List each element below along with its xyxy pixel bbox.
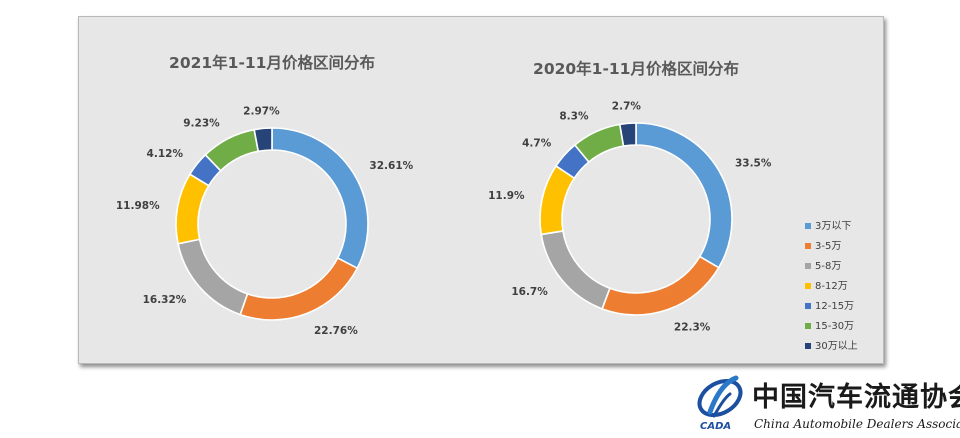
legend-swatch [805, 343, 811, 349]
legend-label: 5-8万 [815, 261, 841, 272]
legend-label: 8-12万 [815, 281, 848, 292]
legend-swatch [805, 223, 811, 229]
data-label-2021-7: 2.97% [243, 105, 280, 117]
legend-swatch [805, 263, 811, 269]
donut-slice-2020-4 [539, 164, 576, 236]
donut-slice-2021-1 [271, 127, 369, 270]
data-label-2020-2: 22.3% [674, 322, 711, 334]
logo-name-cn: 中国汽车流通协会 [752, 381, 960, 413]
donut-slice-2020-3 [540, 229, 611, 310]
data-label-2021-4: 11.98% [116, 200, 160, 212]
data-label-2021-6: 9.23% [183, 118, 220, 130]
legend-label: 30万以上 [815, 340, 858, 352]
cada-logo: CADA 中国汽车流通协会 China Automobile Dealers A… [697, 375, 960, 432]
data-label-2020-4: 11.9% [488, 190, 525, 202]
data-label-2021-3: 16.32% [143, 294, 187, 306]
donut-slice-2021-7 [253, 127, 273, 153]
legend-item-2: 3-5万 [805, 241, 841, 252]
donut-slice-2020-2 [601, 255, 720, 316]
donut-slice-2020-1 [635, 122, 733, 269]
data-label-2020-1: 33.5% [735, 157, 772, 169]
legend-item-1: 3万以下 [805, 221, 851, 232]
legend-item-6: 15-30万 [805, 321, 854, 332]
donut-slice-2021-4 [175, 173, 210, 245]
legend-label: 12-15万 [815, 301, 854, 312]
legend-item-5: 12-15万 [805, 301, 854, 312]
legend-swatch [805, 283, 811, 289]
data-label-2021-1: 32.61% [369, 160, 413, 172]
cada-emblem-icon [697, 375, 743, 418]
logo-name-en: China Automobile Dealers Association [754, 417, 960, 431]
legend-swatch [805, 323, 811, 329]
data-label-2020-5: 4.7% [522, 138, 552, 150]
donut-slice-2020-7 [618, 122, 637, 147]
legend-label: 3万以下 [815, 221, 851, 232]
data-label-2021-2: 22.76% [314, 325, 358, 337]
legend-label: 15-30万 [815, 321, 854, 332]
legend-item-3: 5-8万 [805, 261, 841, 272]
data-label-2020-6: 8.3% [559, 110, 589, 122]
data-label-2021-5: 4.12% [147, 148, 184, 160]
donut-charts: 2021年1-11月价格区间分布 32.61% 22.76% 16.32% 11.98%… [116, 53, 858, 352]
legend-item-7: 30万以上 [805, 340, 858, 352]
chart-panel: 2021年1-11月价格区间分布 32.61% 22.76% 16.32% 11.98%… [78, 16, 884, 364]
logo-abbr: CADA [700, 421, 731, 432]
chart-title-2020: 2020年1-11月价格区间分布 [533, 59, 739, 78]
donut-slice-2021-2 [239, 256, 359, 321]
data-label-2020-3: 16.7% [511, 286, 548, 298]
legend-swatch [805, 243, 811, 249]
legend-label: 3-5万 [815, 241, 841, 252]
donut-slice-2021-3 [177, 238, 249, 316]
legend-item-4: 8-12万 [805, 281, 848, 292]
data-label-2020-7: 2.7% [612, 100, 642, 112]
chart-title-2021: 2021年1-11月价格区间分布 [169, 53, 375, 72]
legend-swatch [805, 303, 811, 309]
